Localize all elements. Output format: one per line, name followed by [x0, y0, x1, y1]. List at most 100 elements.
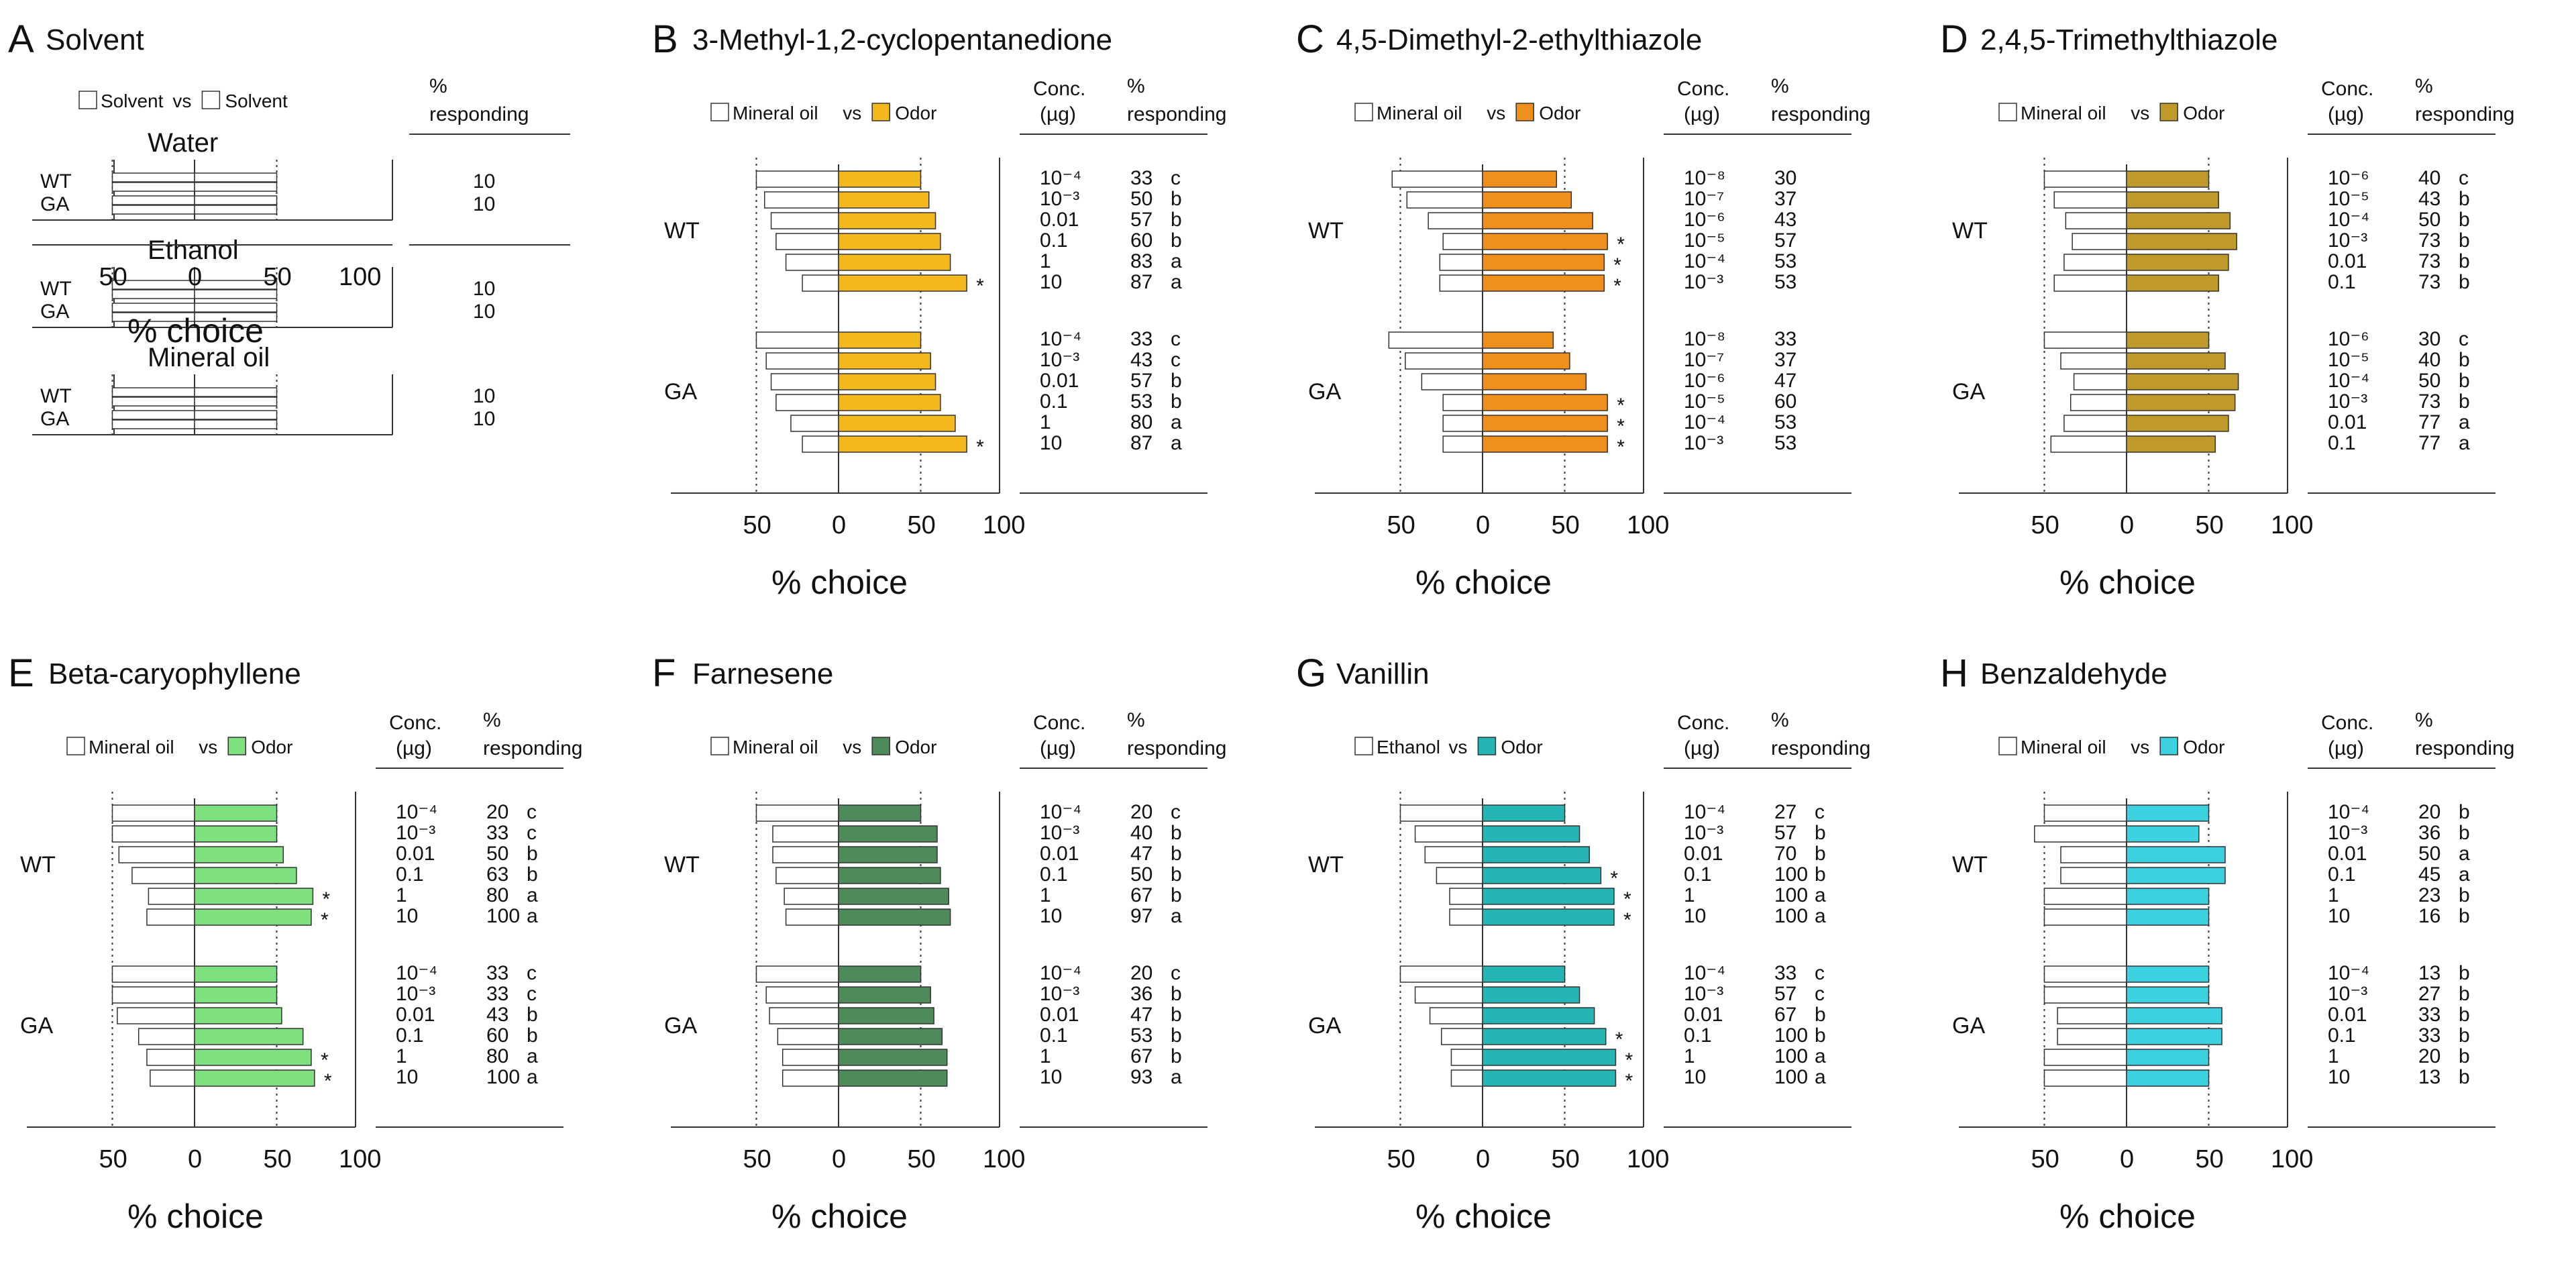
row-label: WT — [40, 385, 72, 407]
group-letter: c — [1171, 328, 1181, 350]
bar-right — [2126, 1028, 2222, 1045]
bar-left — [775, 867, 839, 884]
responding-value: 33 — [486, 822, 508, 844]
bar-right — [2126, 435, 2216, 453]
panel-c: C 4,5-Dimethyl-2-ethylthiazole Mineral oil… — [1296, 17, 1870, 601]
x-tick-label: 100 — [983, 1145, 1025, 1173]
x-tick-label: 50 — [908, 511, 936, 539]
legend-swatch-left — [1354, 103, 1373, 121]
conc-value: 10⁻³ — [1040, 349, 1079, 371]
conc-value: 10⁻³ — [396, 822, 435, 844]
group-letter: b — [1171, 1045, 1182, 1067]
group-letter: b — [2459, 1004, 2470, 1026]
bar-right — [838, 867, 941, 884]
x-axis-label: % choice — [1415, 1198, 1552, 1235]
legend-vs: vs — [199, 737, 217, 757]
header-conc: Conc. — [2321, 712, 2373, 734]
responding-value: 100 — [486, 905, 520, 927]
x-axis-label: % choice — [2059, 564, 2196, 601]
significance-star: * — [1625, 1049, 1633, 1071]
legend-swatch-right — [2159, 737, 2178, 755]
bar-left — [111, 172, 195, 182]
legend-right-label: Odor — [2183, 737, 2224, 757]
significance-star: * — [1623, 909, 1631, 931]
bar-left — [775, 233, 839, 250]
x-tick-label: 50 — [99, 263, 127, 291]
bar-left — [2043, 170, 2127, 188]
responding-value: 60 — [1130, 229, 1152, 252]
bar-left — [1399, 804, 1483, 822]
responding-value: 60 — [1774, 390, 1796, 413]
bar-right — [838, 888, 949, 905]
responding-value: 43 — [2418, 188, 2440, 210]
bar-left — [138, 1028, 195, 1045]
conc-value: 0.1 — [1040, 1024, 1068, 1047]
x-axis-label: % choice — [1415, 564, 1552, 601]
bar-right — [1482, 212, 1593, 229]
legend-swatch-right — [227, 737, 246, 755]
group-letter: b — [527, 843, 538, 865]
bar-right — [1482, 804, 1566, 822]
responding-value: 36 — [1130, 983, 1152, 1005]
bar-right — [194, 965, 278, 983]
bar-left — [2050, 435, 2127, 453]
bar-right — [838, 1049, 948, 1066]
responding-value: 73 — [2418, 229, 2440, 252]
x-tick-label: 0 — [1476, 511, 1490, 539]
group-letter: c — [1171, 349, 1181, 371]
bar-left — [2065, 212, 2127, 229]
bar-left — [111, 804, 195, 822]
bar-right — [838, 212, 936, 229]
responding-value: 73 — [2418, 271, 2440, 293]
bar-left — [755, 804, 839, 822]
group-letter: a — [1171, 411, 1182, 433]
legend-right-label: Odor — [895, 737, 936, 757]
responding-value: 80 — [486, 884, 508, 906]
panel-letter: C — [1296, 17, 1324, 61]
bar-left — [1406, 191, 1483, 209]
x-tick-label: 50 — [264, 1145, 292, 1173]
group-letter: c — [527, 962, 537, 984]
bar-right — [194, 867, 297, 884]
bar-left — [765, 986, 839, 1004]
bar-left — [111, 195, 195, 205]
responding-value: 67 — [1130, 1045, 1152, 1067]
bar-left — [1441, 1028, 1483, 1045]
bar-left — [785, 908, 839, 926]
x-axis-label: % choice — [771, 564, 908, 601]
header-conc: Conc. — [1677, 712, 1729, 734]
bar-right — [1482, 888, 1615, 905]
bar-right — [838, 331, 922, 349]
group-name-ethanol: Ethanol — [148, 235, 239, 265]
bar-right — [2126, 825, 2200, 843]
bar-right — [838, 170, 922, 188]
group-letter: b — [527, 863, 538, 886]
bar-left — [802, 274, 839, 292]
group-letter: c — [527, 822, 537, 844]
conc-value: 10⁻³ — [2328, 390, 2367, 413]
bar-right — [194, 1007, 282, 1024]
group-label: WT — [1952, 852, 1988, 878]
responding-value: 63 — [486, 863, 508, 886]
group-letter: a — [527, 905, 538, 927]
conc-value: 0.01 — [1040, 370, 1079, 392]
header-responding: responding — [1771, 103, 1870, 125]
group-letter: a — [1815, 884, 1826, 906]
bar-right — [2126, 254, 2229, 271]
responding-value: 20 — [486, 801, 508, 823]
bar-left — [146, 1049, 195, 1066]
responding-value: 33 — [2418, 1024, 2440, 1047]
conc-value: 1 — [1040, 250, 1051, 272]
responding-value: 40 — [2418, 167, 2440, 189]
bar-right — [1482, 394, 1608, 411]
conc-value: 10⁻³ — [2328, 229, 2367, 252]
responding-value: 53 — [1774, 432, 1796, 454]
header-pct: % — [1771, 709, 1789, 731]
group-letter: a — [1815, 1045, 1826, 1067]
bar-right — [194, 397, 278, 407]
bar-left — [1429, 1007, 1483, 1024]
group-letter: a — [1171, 432, 1182, 454]
bar-left — [785, 254, 839, 271]
bar-right — [1482, 373, 1587, 390]
bar-left — [111, 303, 195, 313]
